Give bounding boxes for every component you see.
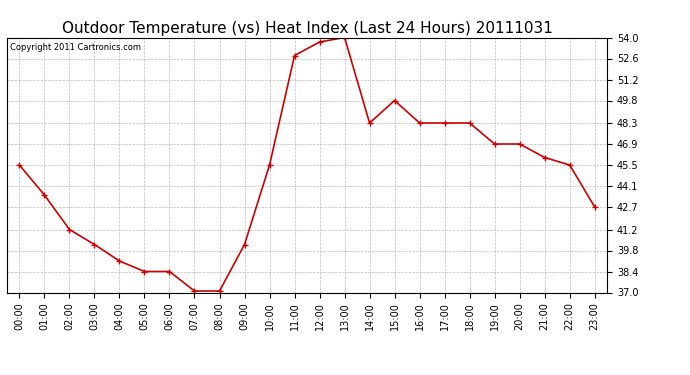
Title: Outdoor Temperature (vs) Heat Index (Last 24 Hours) 20111031: Outdoor Temperature (vs) Heat Index (Las… (61, 21, 553, 36)
Text: Copyright 2011 Cartronics.com: Copyright 2011 Cartronics.com (10, 43, 141, 52)
